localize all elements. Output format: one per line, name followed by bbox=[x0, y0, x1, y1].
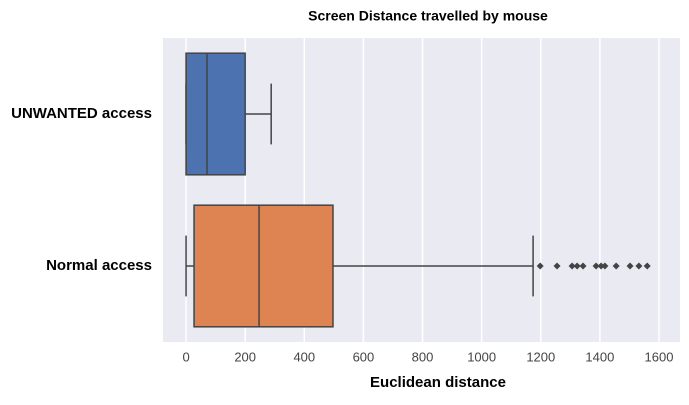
outlier bbox=[579, 262, 587, 270]
y-tick-label: Normal access bbox=[46, 257, 152, 274]
outlier bbox=[635, 262, 643, 270]
x-tick-label: 1400 bbox=[585, 349, 614, 364]
box bbox=[185, 52, 246, 176]
outlier bbox=[597, 262, 605, 270]
outlier bbox=[626, 262, 634, 270]
x-tick-label: 400 bbox=[293, 349, 315, 364]
outlier bbox=[553, 262, 561, 270]
box bbox=[193, 204, 334, 328]
x-tick-label: 600 bbox=[353, 349, 375, 364]
outlier bbox=[536, 262, 544, 270]
x-tick-label: 1000 bbox=[467, 349, 496, 364]
outlier bbox=[573, 262, 581, 270]
outlier bbox=[612, 262, 620, 270]
y-tick-label: UNWANTED access bbox=[11, 105, 152, 122]
x-tick-label: 1200 bbox=[526, 349, 555, 364]
outlier bbox=[568, 262, 576, 270]
outlier bbox=[592, 262, 600, 270]
x-tick-label: 0 bbox=[182, 349, 189, 364]
x-axis-label: Euclidean distance bbox=[370, 374, 506, 391]
x-tick-label: 800 bbox=[412, 349, 434, 364]
x-tick-label: 200 bbox=[234, 349, 256, 364]
chart-title: Screen Distance travelled by mouse bbox=[308, 8, 548, 24]
x-tick-label: 1600 bbox=[645, 349, 674, 364]
outlier bbox=[601, 262, 609, 270]
outlier bbox=[643, 262, 651, 270]
